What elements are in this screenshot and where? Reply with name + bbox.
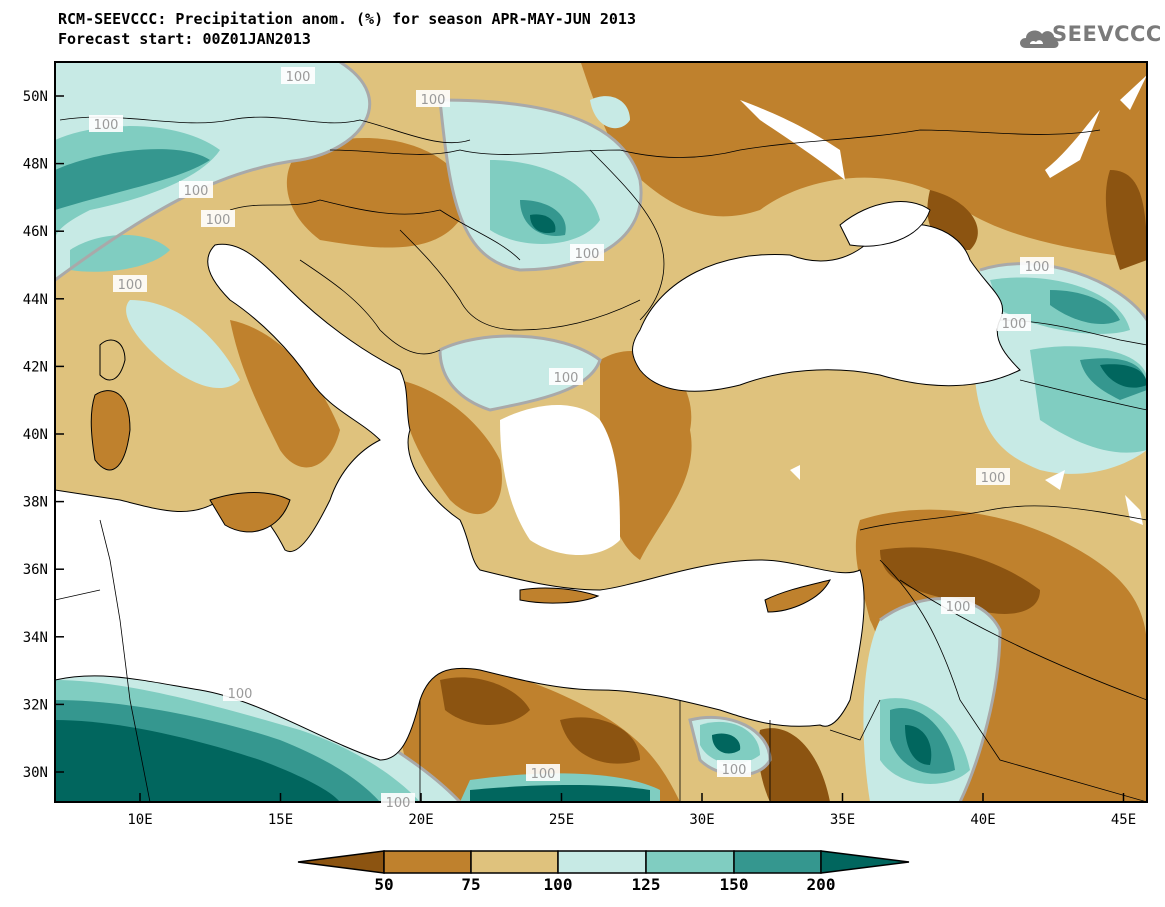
contour-label-100: 100 [118, 278, 143, 293]
contour-label-100: 100 [184, 184, 209, 199]
lat-label: 50N [23, 89, 48, 105]
lon-label: 10E [127, 812, 152, 828]
lon-label: 20E [408, 812, 433, 828]
anomaly-fill [55, 62, 1147, 802]
lon-label: 30E [689, 812, 714, 828]
colorbar-segment [297, 850, 385, 874]
colorbar-label: 50 [374, 875, 393, 894]
lon-label: 40E [970, 812, 995, 828]
contour-label-100: 100 [386, 796, 411, 811]
country-borders [55, 116, 1147, 802]
contour-label-100: 100 [206, 213, 231, 228]
lat-label: 32N [23, 697, 48, 713]
contour-label-100: 100 [421, 93, 446, 108]
lat-label: 36N [23, 562, 48, 578]
lat-label: 40N [23, 427, 48, 443]
plot-frame [54, 61, 1148, 803]
contour-label-100: 100 [1002, 317, 1027, 332]
colorbar: 50 75 100 125 150 200 [297, 850, 910, 894]
lat-label: 44N [23, 292, 48, 308]
colorbar-label: 75 [461, 875, 480, 894]
contour-label-100: 100 [575, 247, 600, 262]
colorbar-label: 100 [544, 875, 573, 894]
lat-label: 42N [23, 359, 48, 375]
forecast-start: Forecast start: 00Z01JAN2013 [58, 30, 311, 48]
lat-label: 34N [23, 630, 48, 646]
lon-label: 45E [1111, 812, 1136, 828]
black-sea [632, 223, 1021, 392]
lat-label: 46N [23, 224, 48, 240]
contour-label-100: 100 [531, 767, 556, 782]
contour-labels: 100 100 100 100 100 100 100 100 100 100 100 100 100 1… [89, 67, 1054, 811]
contour-label-100: 100 [1025, 260, 1050, 275]
lon-label: 25E [549, 812, 574, 828]
contour-label-100: 100 [946, 600, 971, 615]
contour-label-100: 100 [722, 763, 747, 778]
longitude-axis: 10E 15E 20E 25E 30E 35E 40E 45E [127, 793, 1136, 828]
mediterranean-sea [55, 243, 865, 761]
lat-label: 30N [23, 765, 48, 781]
colorbar-segment [470, 850, 559, 874]
contour-label-100: 100 [94, 118, 119, 133]
cloud-logo-icon [1020, 30, 1059, 48]
lon-label: 35E [830, 812, 855, 828]
lat-label: 38N [23, 495, 48, 511]
colorbar-segment [557, 850, 647, 874]
colorbar-segment [645, 850, 735, 874]
lat-label: 48N [23, 157, 48, 173]
lon-label: 15E [268, 812, 293, 828]
contour-label-100: 100 [286, 70, 311, 85]
aegean-sea [500, 405, 620, 555]
colorbar-label: 125 [632, 875, 661, 894]
colorbar-label: 200 [807, 875, 836, 894]
contour-label-100: 100 [228, 687, 253, 702]
colorbar-segment [733, 850, 822, 874]
contour-label-100: 100 [981, 471, 1006, 486]
sea-of-azov [839, 201, 931, 247]
logo-text: SEEVCCC [1052, 22, 1162, 46]
latitude-axis: 50N 48N 46N 44N 42N 40N 38N 36N 34N 32N 30N [23, 89, 64, 781]
contour-label-100: 100 [554, 371, 579, 386]
colorbar-segment [383, 850, 472, 874]
colorbar-label: 150 [720, 875, 749, 894]
colorbar-segment [820, 850, 910, 874]
chart-title: RCM-SEEVCCC: Precipitation anom. (%) for… [58, 10, 636, 28]
